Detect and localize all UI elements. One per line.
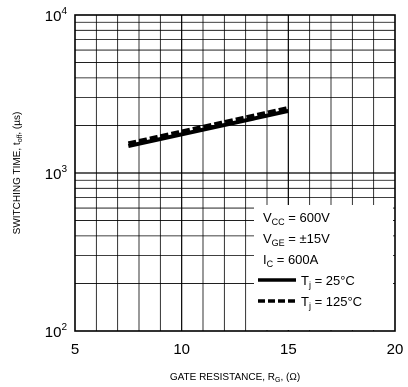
y-tick-label: 103 xyxy=(45,164,68,183)
x-tick-labels: 5 10 15 20 xyxy=(71,341,404,358)
plot-frame xyxy=(74,14,396,332)
y-tick-labels: 102 103 104 xyxy=(45,6,68,341)
condition-vcc: VCC = 600V xyxy=(263,210,330,227)
x-tick-label: 10 xyxy=(173,341,190,358)
legend-background xyxy=(254,205,393,330)
condition-ic: IC = 600A xyxy=(263,252,319,269)
legend-label-tj-125: Tj = 125°C xyxy=(301,294,362,311)
y-tick-label: 102 xyxy=(45,322,68,341)
series-line-tj-125 xyxy=(127,106,289,146)
x-axis-label: GATE RESISTANCE, RG, (Ω) xyxy=(170,372,300,384)
y-axis-label: SWITCHING TIME, toff, (µs) xyxy=(12,112,24,235)
y-tick-label: 104 xyxy=(45,6,68,25)
x-tick-label: 15 xyxy=(280,341,297,358)
legend-label-tj-25: Tj = 25°C xyxy=(301,273,355,290)
x-tick-label: 5 xyxy=(71,341,79,358)
series-layer xyxy=(127,106,289,149)
x-tick-label: 20 xyxy=(387,341,404,358)
series-line-tj-25 xyxy=(127,109,289,149)
condition-vge: VGE = ±15V xyxy=(263,231,330,248)
legend: VCC = 600V VGE = ±15V IC = 600A Tj = 25°… xyxy=(254,205,393,330)
